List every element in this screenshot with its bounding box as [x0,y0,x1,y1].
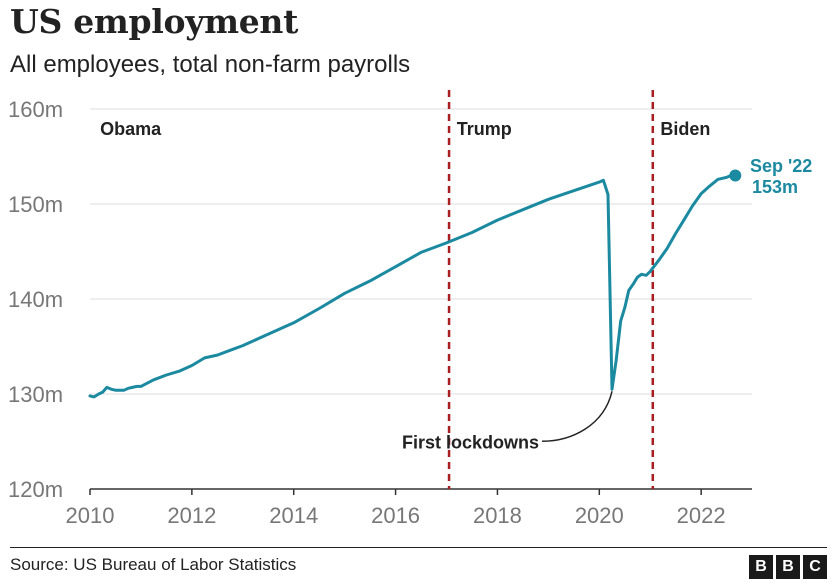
y-tick-label-160: 160m [8,97,63,122]
series-line-payrolls [88,174,737,399]
y-tick-label-150: 150m [8,192,63,217]
x-tick-label-2014: 2014 [269,503,318,528]
bbc-logo: B B C [749,555,827,579]
end-point-marker [729,169,742,182]
y-tick-label-120: 120m [8,477,63,502]
x-tick-label-2020: 2020 [575,503,624,528]
end-label-value: 153m [752,177,798,197]
x-tick-label-2012: 2012 [167,503,216,528]
bbc-logo-letter-2: B [776,555,800,579]
bbc-logo-letter-3: C [803,555,827,579]
region-label-biden: Biden [660,119,710,139]
region-label-trump: Trump [457,119,512,139]
x-tick-label-2018: 2018 [473,503,522,528]
x-tick-label-2022: 2022 [677,503,726,528]
employment-line-chart: 120m 130m 140m 150m 160m 2010 2012 2014 2016 2018… [8,90,812,528]
chart-subtitle: All employees, total non-farm payrolls [10,51,411,78]
annotation-first-lockdowns: First lockdowns [402,432,539,452]
x-tick-label-2010: 2010 [66,503,115,528]
chart-title: US employment [10,2,299,41]
end-label-date: Sep '22 [750,156,812,176]
source-note: Source: US Bureau of Labor Statistics [10,555,297,574]
bbc-logo-letter-1: B [749,555,773,579]
y-tick-label-140: 140m [8,287,63,312]
annotation-leader-line [542,391,613,442]
footer-divider [10,547,827,548]
x-tick-label-2016: 2016 [371,503,420,528]
region-label-obama: Obama [100,119,162,139]
y-tick-label-130: 130m [8,382,63,407]
